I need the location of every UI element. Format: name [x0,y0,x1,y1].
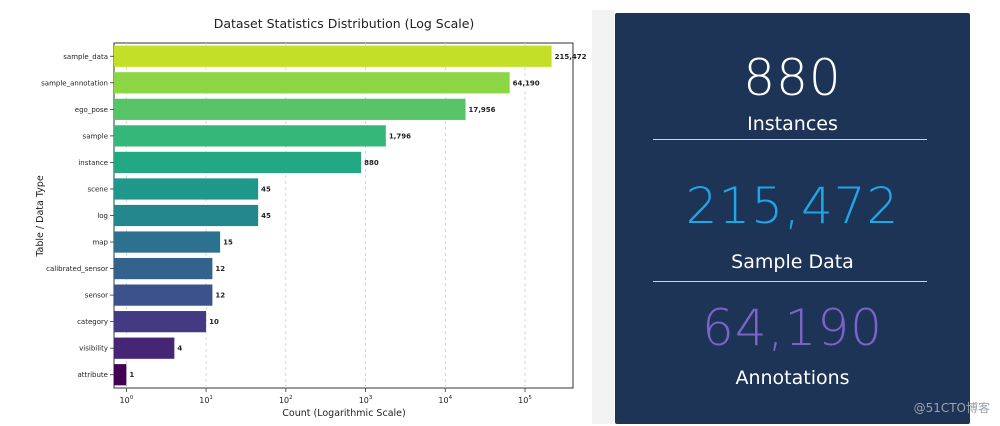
value-label: 215,472 [555,53,587,61]
category-label: scene [87,185,108,193]
value-label: 12 [215,265,225,273]
chart-title: Dataset Statistics Distribution (Log Sca… [214,16,475,31]
value-label: 1,796 [389,132,411,140]
value-label: 1 [129,371,134,379]
value-label: 4 [177,345,182,353]
bar-category [114,311,207,333]
stat-sample-data-value: 215,472 [685,177,900,235]
category-label: sample_data [63,53,108,61]
bar-chart: Dataset Statistics Distribution (Log Sca… [35,16,587,419]
bar-scene [114,178,259,200]
stat-sample-data: 215,472 Sample Data [615,181,970,272]
bar-log [114,204,259,227]
stat-annotations-value: 64,190 [702,299,883,357]
bar-ego-pose [114,98,466,120]
value-label: 15 [223,239,233,247]
x-tick-label: 100 [120,395,134,405]
x-axis-label: Count (Logarithmic Scale) [282,408,405,419]
category-label: attribute [77,371,108,379]
category-label: calibrated_sensor [46,265,108,273]
bar-sensor [114,284,213,306]
category-labels: sample_data sample_annotation ego_posesamp… [41,53,114,379]
stat-divider [653,139,927,140]
stat-annotations: 64,190 Annotations [615,303,970,388]
stat-annotations-label: Annotations [735,367,850,389]
chart-panel: Dataset Statistics Distribution (Log Sca… [35,16,587,419]
panel-gap [592,10,614,424]
category-label: visibility [79,345,108,353]
stat-instances: 880 Instances [615,53,970,134]
category-label: sample [83,132,108,140]
category-label: sensor [85,292,108,300]
stats-panel: 880 Instances 215,472 Sample Data 64,190… [615,13,970,424]
value-label: 17,956 [469,106,496,114]
bar-sample-annotation [114,72,510,94]
stat-instances-value: 880 [743,49,842,107]
value-label: 45 [261,212,271,220]
bar-calibrated-sensor [114,257,213,280]
value-label: 10 [209,318,219,326]
x-tick-labels: 100 101 102 103 104 105 [120,388,532,405]
value-label: 45 [261,185,271,193]
category-label: sample_annotation [41,79,108,87]
value-label: 880 [364,159,379,167]
x-tick-label: 103 [359,395,373,405]
x-tick-label: 102 [279,395,293,405]
stat-instances-label: Instances [747,113,838,135]
x-tick-label: 101 [199,395,213,405]
value-label: 12 [215,292,225,300]
category-label: instance [78,159,108,167]
category-label: category [77,318,108,326]
bar-visibility [114,337,175,359]
category-label: ego_pose [75,106,108,114]
x-tick-label: 105 [518,395,532,405]
value-label: 64,190 [513,79,540,87]
bar-attribute [114,364,127,386]
stat-divider [653,281,927,282]
bars [114,45,552,386]
value-labels: 215,472 64,190 17,956 1,796 880 45 45 15 12 12 10 4… [129,53,586,379]
bar-sample-data [114,45,552,67]
category-label: map [92,239,108,247]
x-tick-label: 104 [438,395,452,405]
category-label: log [97,212,108,220]
watermark: @51CTO博客 [913,401,990,415]
bar-map [114,231,221,253]
bar-instance [114,151,362,174]
y-axis-label: Table / Data Type [35,175,46,257]
bar-sample [114,125,386,147]
stat-sample-data-label: Sample Data [731,251,854,273]
